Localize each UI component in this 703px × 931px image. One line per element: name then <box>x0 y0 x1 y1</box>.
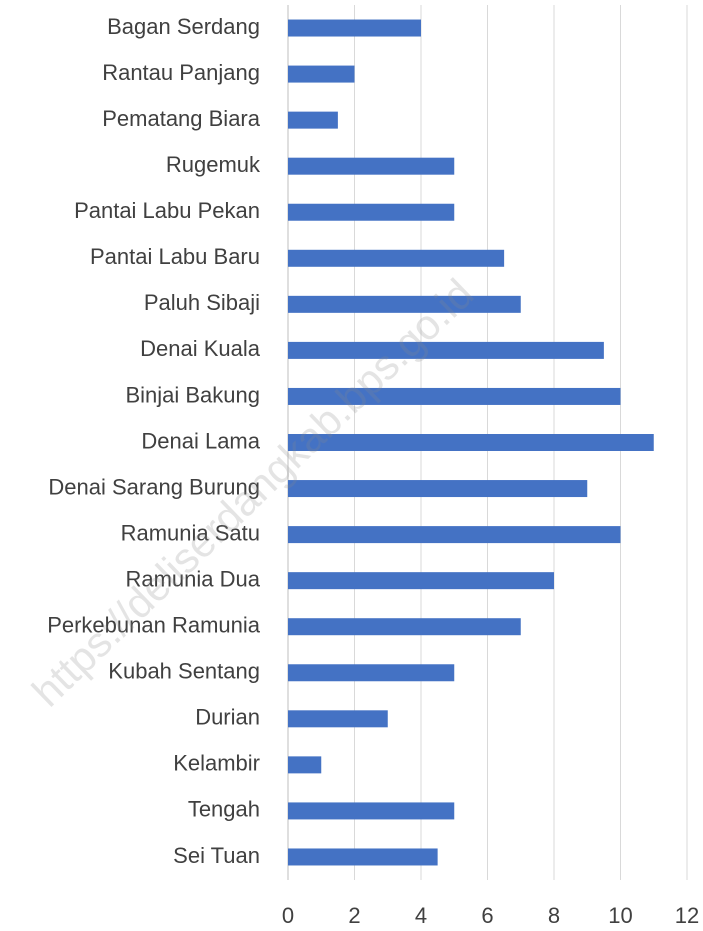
y-tick-label: Paluh Sibaji <box>144 290 260 315</box>
x-tick-label: 12 <box>675 903 699 928</box>
y-tick-label: Pantai Labu Pekan <box>74 198 260 223</box>
y-tick-label: Sei Tuan <box>173 843 260 868</box>
y-tick-label: Pantai Labu Baru <box>90 244 260 269</box>
bar <box>288 203 455 221</box>
y-tick-label: Denai Kuala <box>140 336 261 361</box>
x-tick-label: 8 <box>548 903 560 928</box>
y-tick-label: Denai Lama <box>141 428 260 453</box>
y-tick-label: Kubah Sentang <box>108 659 260 684</box>
bar <box>288 710 388 728</box>
bar <box>288 526 621 544</box>
y-tick-label: Denai Sarang Burung <box>48 474 260 499</box>
y-tick-label: Kelambir <box>173 751 260 776</box>
y-tick-label: Bagan Serdang <box>107 14 260 39</box>
y-tick-label: Pematang Biara <box>102 106 261 131</box>
bar <box>288 572 554 590</box>
bar <box>288 19 421 37</box>
y-tick-label: Rantau Panjang <box>102 60 260 85</box>
y-tick-label: Durian <box>195 705 260 730</box>
bar <box>288 157 455 175</box>
bar <box>288 480 588 498</box>
y-tick-label: Perkebunan Ramunia <box>47 613 261 638</box>
bar <box>288 295 521 313</box>
x-tick-label: 10 <box>608 903 632 928</box>
bar <box>288 387 621 405</box>
bar <box>288 434 654 451</box>
x-tick-label: 0 <box>282 903 294 928</box>
bar <box>288 341 604 359</box>
y-tick-label: Ramunia Satu <box>121 520 260 545</box>
bar <box>288 802 455 820</box>
y-tick-label: Ramunia Dua <box>125 566 260 591</box>
x-tick-label: 6 <box>481 903 493 928</box>
bar <box>288 848 438 866</box>
bar <box>288 111 338 129</box>
x-tick-label: 2 <box>348 903 360 928</box>
bar <box>288 756 322 774</box>
bar <box>288 664 455 682</box>
x-tick-label: 4 <box>415 903 427 928</box>
bar <box>288 65 355 83</box>
y-tick-label: Binjai Bakung <box>125 382 260 407</box>
y-tick-label: Tengah <box>188 797 260 822</box>
bar <box>288 249 505 267</box>
bar <box>288 618 521 636</box>
y-tick-label: Rugemuk <box>166 152 261 177</box>
